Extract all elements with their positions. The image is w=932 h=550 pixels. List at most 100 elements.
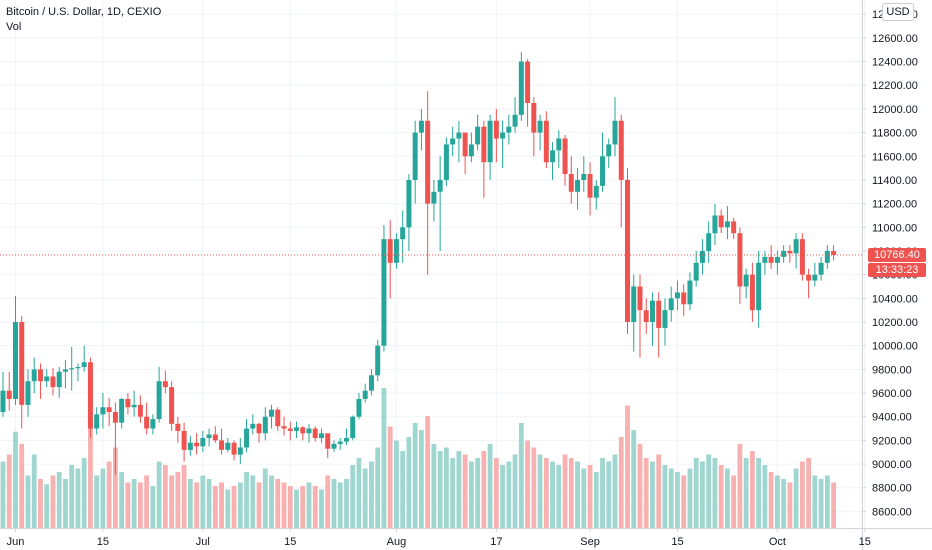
volume-bar [381,388,387,528]
volume-bar [468,461,474,528]
candle-body [618,120,624,180]
candle-body [568,174,574,192]
candle-body [31,369,37,382]
candle-body [231,442,237,455]
volume-bar [162,465,168,528]
volume-bar [512,454,518,528]
candle-body [587,174,593,198]
candle-body [656,300,662,328]
volume-bar [287,486,293,528]
candle-body [668,298,674,311]
candle-body [225,442,231,450]
y-tick-label: 11000.00 [872,222,917,234]
volume-bar [350,465,356,528]
volume-bar [668,468,674,528]
candle-body [187,442,193,450]
candle-body [706,233,712,251]
volume-bar [312,486,318,528]
candle-body [350,416,356,439]
y-tick-label: 8600.00 [872,506,912,518]
volume-bar [824,475,830,528]
volume-bar [587,465,593,528]
candle-body [462,132,468,157]
volume-bar [675,472,680,528]
candle-body [368,375,374,391]
volume-bar [618,437,624,528]
volume-bar [762,465,768,528]
volume-bar [13,431,18,528]
candle-body [150,419,156,429]
volume-bar [175,472,181,528]
candle-body [106,407,112,412]
y-tick-label: 9400.00 [872,412,912,424]
candle-body [450,138,456,145]
candle-body [612,120,618,145]
candle-body [294,427,300,431]
volume-bar [756,458,762,528]
volume-bar [294,489,299,528]
volume-bar [31,454,37,528]
candle-body [537,120,543,133]
volume-bar [206,479,212,528]
y-tick-label: 9600.00 [872,388,912,400]
y-tick-label: 10400.00 [872,293,918,305]
candle-body [799,239,805,275]
volume-bar [437,451,443,528]
y-tick-label: 12200.00 [872,80,918,92]
volume-bar [44,484,50,528]
volume-bar [150,486,156,528]
volume-bar [88,419,93,528]
currency-button[interactable]: USD [882,3,914,21]
candle-body [512,114,518,127]
volume-bar [331,479,337,528]
y-tick-label: 12000.00 [872,104,918,116]
candle-body [812,274,818,281]
candle-body [724,221,730,228]
volume-bar [100,468,106,528]
volume-bar [662,465,668,528]
volume-bar [637,444,643,528]
candle-body [437,179,443,192]
candle-body [662,310,668,328]
y-tick-label: 9800.00 [872,364,912,376]
volume-bar [125,482,131,528]
volume-bar [94,475,100,528]
candle-body [481,126,487,163]
volume-bar [275,479,281,528]
candle-body [281,426,287,429]
volume-bar [525,440,530,528]
volume-bar [693,458,699,528]
candle-body [631,286,637,323]
candle-body [425,120,431,204]
volume-label: Vol [6,21,22,33]
volume-bar [237,482,243,528]
candle-body [200,438,206,447]
volume-bar [650,461,655,528]
x-tick-label: Sep [580,536,600,548]
candle-body [749,274,755,311]
candle-body [206,434,212,439]
candle-body [19,322,25,405]
candle-body [406,179,412,228]
volume-bar [6,454,12,528]
volume-bar [38,479,43,528]
candle-body [400,227,406,240]
candle-body [781,250,787,257]
x-tick-label: Jun [7,536,25,548]
y-tick-label: 12400.00 [872,57,918,69]
candle-body [387,239,393,263]
candle-body [818,262,824,275]
volume-bar [369,461,374,528]
candle-body [699,250,705,263]
candle-body [37,369,43,382]
candle-body [256,423,262,434]
candle-body [693,262,699,281]
y-tick-label: 9200.00 [872,435,912,447]
volume-bar [0,461,6,528]
candle-body [62,369,68,372]
candle-body [318,433,324,439]
candle-body [112,411,118,423]
volume-bar [799,461,805,528]
volume-bar [768,472,774,528]
